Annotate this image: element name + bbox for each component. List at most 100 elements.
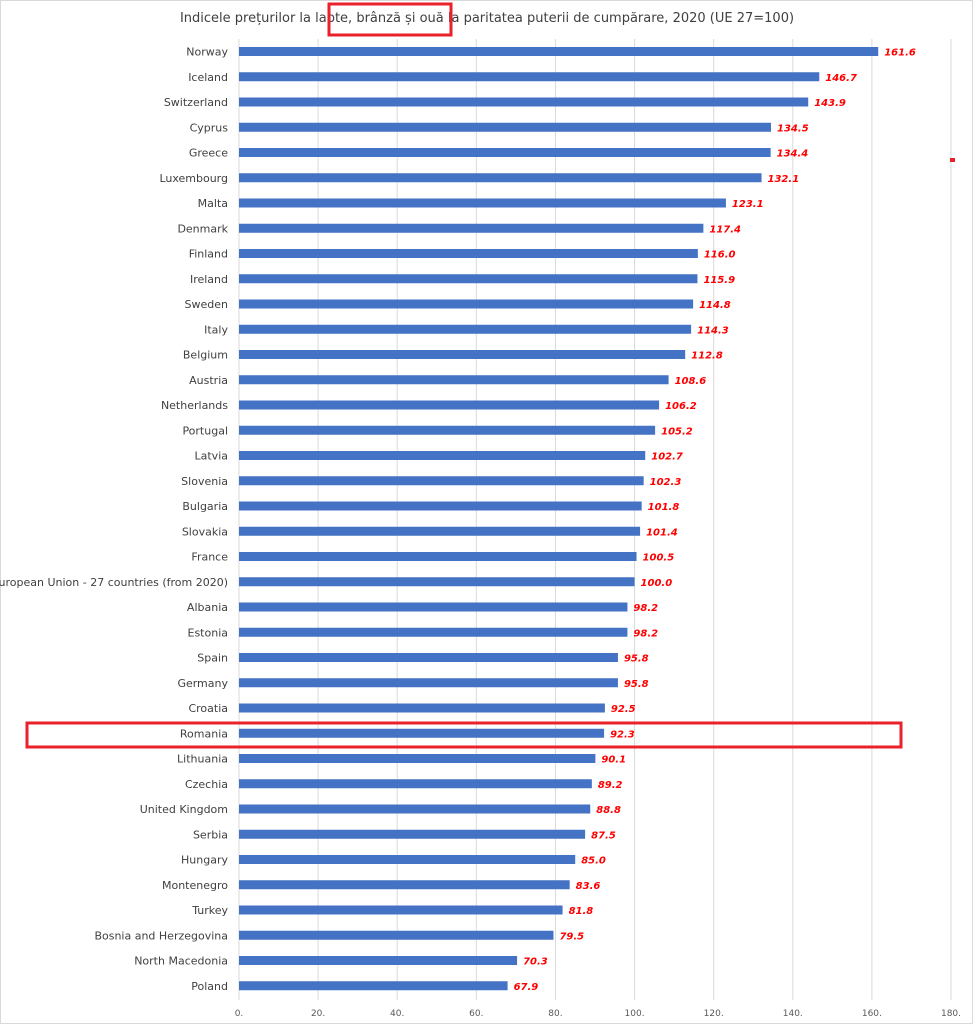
- bar: [239, 274, 698, 284]
- marker-dot: [950, 158, 955, 162]
- category-label: France: [191, 551, 228, 564]
- bar: [239, 930, 554, 940]
- value-label: 116.0: [704, 250, 736, 261]
- bar: [239, 97, 809, 107]
- category-label: Lithuania: [177, 753, 228, 766]
- value-label: 132.1: [768, 174, 800, 185]
- value-label: 146.7: [825, 73, 857, 84]
- bar: [239, 981, 508, 991]
- bar: [239, 173, 762, 183]
- chart-title: Indicele prețurilor la lapte, brânză și …: [180, 11, 794, 26]
- category-label: Bulgaria: [182, 500, 228, 513]
- category-label: Serbia: [193, 828, 228, 841]
- value-label: 95.8: [624, 654, 649, 665]
- bar: [239, 400, 660, 410]
- x-tick-label: 140.: [783, 1009, 803, 1019]
- category-label: Austria: [189, 374, 228, 387]
- category-label: Denmark: [177, 222, 228, 235]
- category-label: Cyprus: [190, 121, 229, 134]
- category-label: Belgium: [183, 349, 228, 362]
- category-label: Ireland: [190, 273, 228, 286]
- value-label: 115.9: [703, 275, 735, 286]
- title-highlight-box: [327, 2, 453, 37]
- category-label: European Union - 27 countries (from 2020…: [0, 576, 228, 589]
- x-tick-label: 160.: [862, 1009, 882, 1019]
- romania-highlight-box: [25, 721, 903, 749]
- bar: [239, 476, 644, 486]
- x-axis-ticks: 0. 20. 40. 60. 80. 100. 120. 140. 160. 180.: [235, 1009, 961, 1019]
- category-label: North Macedonia: [134, 955, 228, 968]
- value-label: 83.6: [576, 881, 601, 892]
- x-tick-label: 20.: [311, 1009, 325, 1019]
- value-label: 101.4: [646, 527, 678, 538]
- bar: [239, 451, 646, 460]
- value-label: 87.5: [591, 830, 616, 841]
- value-label: 81.8: [569, 906, 594, 917]
- bar: [239, 703, 605, 713]
- value-label: 161.6: [884, 48, 916, 59]
- category-label: Switzerland: [164, 96, 228, 109]
- value-label: 108.6: [675, 376, 707, 387]
- bar: [239, 602, 628, 612]
- value-label: 143.9: [814, 98, 846, 109]
- value-label: 100.5: [643, 553, 675, 564]
- category-label: Albania: [187, 601, 228, 614]
- category-label: Germany: [177, 677, 228, 690]
- value-label: 67.9: [514, 982, 539, 993]
- bar: [239, 249, 698, 258]
- category-label: Bosnia and Herzegovina: [94, 929, 228, 942]
- category-label: Iceland: [188, 71, 228, 84]
- bar: [239, 956, 518, 965]
- x-tick-label: 180.: [941, 1009, 961, 1019]
- category-label: Portugal: [182, 424, 228, 437]
- category-label: Croatia: [188, 702, 228, 715]
- bar: [239, 728, 605, 738]
- bar: [239, 905, 563, 915]
- x-tick-label: 120.: [704, 1009, 724, 1019]
- bar: [239, 198, 726, 208]
- bar: [239, 122, 772, 132]
- bar: [239, 324, 692, 334]
- bar: [239, 425, 656, 435]
- value-label: 123.1: [732, 199, 764, 210]
- category-label: Luxembourg: [159, 172, 228, 185]
- bar: [239, 678, 618, 688]
- value-label: 102.7: [651, 452, 683, 463]
- category-label: Estonia: [188, 626, 229, 639]
- category-label: Greece: [189, 147, 228, 160]
- bar: [239, 552, 637, 561]
- value-label: 98.2: [633, 603, 658, 614]
- value-label: 106.2: [665, 401, 697, 412]
- value-label: 134.4: [777, 149, 809, 160]
- value-label: 89.2: [598, 780, 623, 791]
- category-label: Malta: [198, 197, 228, 210]
- value-label: 117.4: [709, 224, 741, 235]
- value-label: 114.8: [699, 300, 731, 311]
- category-label: Hungary: [181, 854, 228, 867]
- bar: [239, 880, 570, 890]
- category-label: Netherlands: [161, 399, 228, 412]
- category-labels: Norway Iceland Switzerland Cyprus Greece Luxe…: [0, 46, 229, 993]
- bar: [239, 501, 642, 511]
- bar: [239, 779, 592, 789]
- category-label: Montenegro: [162, 879, 228, 892]
- category-label: Norway: [186, 46, 228, 59]
- value-label: 102.3: [650, 477, 682, 488]
- x-tick-label: 80.: [548, 1009, 562, 1019]
- category-label: Finland: [189, 248, 228, 261]
- bar: [239, 577, 635, 587]
- bar: [239, 47, 879, 56]
- bar: [239, 350, 686, 359]
- bar: [239, 653, 618, 662]
- value-label: 114.3: [697, 325, 729, 336]
- bar: [239, 855, 576, 864]
- value-label: 112.8: [691, 351, 723, 362]
- value-label: 100.0: [641, 578, 673, 589]
- category-label: Slovenia: [181, 475, 228, 488]
- value-label: 105.2: [661, 426, 693, 437]
- x-tick-label: 60.: [469, 1009, 483, 1019]
- value-labels: 161.6 146.7 143.9 134.5 134.4 132.1 123.1 117.4…: [514, 48, 916, 993]
- x-tick-label: 40.: [390, 1009, 404, 1019]
- bar: [239, 804, 591, 814]
